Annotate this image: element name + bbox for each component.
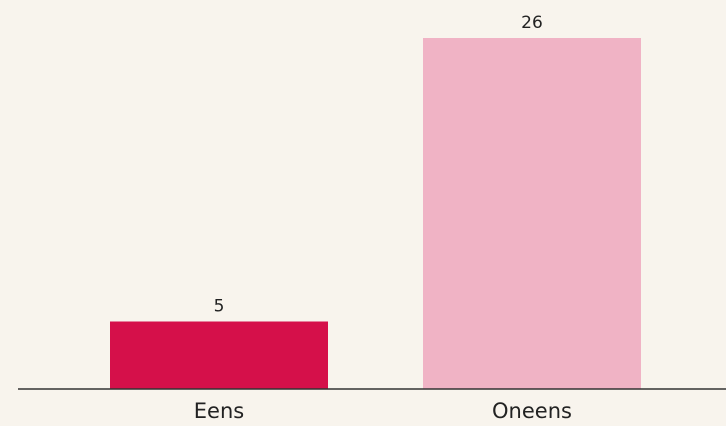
data-label: 26 [521, 13, 543, 33]
bar [423, 38, 641, 389]
data-label: 5 [214, 297, 225, 317]
bar [110, 321, 328, 389]
x-tick-label: Oneens [492, 399, 572, 423]
x-tick-label: Eens [194, 399, 244, 423]
